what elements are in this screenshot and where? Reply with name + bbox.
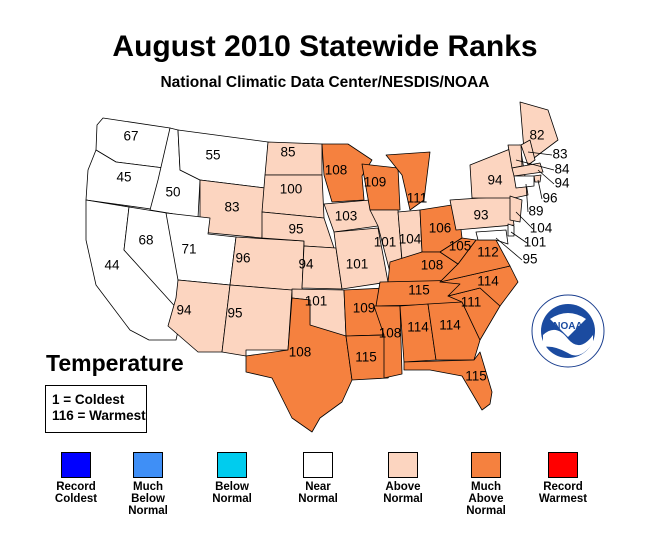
rank-label-ne: 95: [288, 222, 303, 237]
rank-label-sc: 111: [461, 295, 482, 310]
rank-label-ri: 96: [542, 191, 557, 206]
state-mn: [321, 143, 373, 203]
leader-line-ma: [537, 169, 555, 185]
rank-label-az: 94: [176, 303, 192, 318]
legend-label: Much Above Normal: [466, 481, 506, 517]
rank-label-pa: 93: [473, 208, 488, 223]
rank-label-co: 96: [235, 251, 250, 266]
rank-label-ny: 94: [487, 173, 503, 188]
leader-line-ct: [525, 183, 529, 213]
rank-label-ms: 108: [379, 326, 402, 341]
rank-label-nd: 85: [280, 145, 295, 160]
rank-label-wi: 109: [364, 175, 387, 190]
rank-label-ky: 108: [421, 258, 444, 273]
rank-label-mn: 108: [325, 163, 348, 178]
state-wv: [439, 237, 477, 265]
rank-label-ga: 114: [439, 318, 461, 333]
rank-label-wv: 105: [449, 239, 472, 254]
state-mo: [333, 227, 389, 290]
rank-label-mt: 55: [205, 148, 220, 163]
rank-key-warmest: 116 = Warmest: [52, 408, 146, 423]
rank-label-or: 45: [116, 170, 131, 185]
legend-label: Below Normal: [212, 481, 252, 505]
rank-label-oh: 106: [429, 221, 452, 236]
rank-label-tn: 115: [408, 283, 430, 298]
rank-label-ok: 101: [305, 294, 328, 309]
legend-label: Near Normal: [298, 481, 338, 505]
leader-line-md: [495, 237, 523, 261]
rank-label-vt: 84: [554, 162, 570, 177]
rank-label-fl: 115: [465, 369, 487, 384]
rank-label-me: 82: [529, 128, 544, 143]
leader-line-nh: [527, 151, 553, 156]
rank-label-ut: 71: [181, 242, 196, 257]
legend-swatch: [303, 452, 333, 478]
legend-swatch: [133, 452, 163, 478]
legend-title: Temperature: [46, 350, 184, 376]
state-ga: [427, 301, 481, 361]
state-nh: [520, 139, 536, 166]
legend-swatch: [548, 452, 578, 478]
legend-label: Above Normal: [383, 481, 423, 505]
rank-label-wy: 83: [224, 200, 239, 215]
legend-label: Record Coldest: [54, 481, 98, 505]
legend-swatch: [388, 452, 418, 478]
rank-label-wa: 67: [123, 129, 138, 144]
state-fl: [403, 351, 493, 411]
rank-label-ma: 94: [554, 176, 570, 191]
rank-label-ar: 109: [353, 301, 376, 316]
rank-label-mi: 111: [407, 191, 428, 206]
leader-line-ri: [537, 179, 543, 200]
legend-swatch: [217, 452, 247, 478]
rank-label-sd: 100: [280, 182, 303, 197]
state-tx: [245, 297, 353, 433]
noaa-logo: NOAA: [531, 294, 605, 368]
state-ri: [533, 174, 542, 183]
state-nc: [439, 265, 519, 307]
legend-label: Record Warmest: [538, 481, 588, 505]
state-nj: [509, 195, 523, 223]
state-md: [475, 229, 509, 245]
legend-swatch: [61, 452, 91, 478]
state-de: [507, 223, 515, 237]
rank-label-id: 50: [165, 185, 180, 200]
rank-label-il: 101: [374, 235, 397, 250]
rank-label-in: 104: [399, 232, 422, 247]
state-mi: [385, 151, 431, 211]
rank-label-al: 114: [407, 320, 429, 335]
rank-label-ct: 89: [528, 204, 543, 219]
rank-label-ia: 103: [335, 209, 358, 224]
map-subtitle: National Climatic Data Center/NESDIS/NOA…: [160, 74, 490, 91]
rank-label-ks: 94: [298, 257, 314, 272]
map-title: August 2010 Statewide Ranks: [112, 30, 538, 63]
rank-key: 1 = Coldest 116 = Warmest: [45, 385, 147, 433]
state-ms: [373, 305, 403, 379]
rank-label-mo: 101: [346, 257, 369, 272]
rank-label-de: 101: [524, 235, 547, 250]
rank-label-nc: 114: [477, 274, 499, 289]
rank-label-nh: 83: [552, 147, 567, 162]
leader-line-de: [510, 231, 528, 244]
state-ma: [511, 162, 544, 177]
rank-label-ca: 44: [104, 258, 120, 273]
rank-label-nj: 104: [530, 221, 553, 236]
leader-line-nj: [515, 211, 534, 230]
legend-label: Much Below Normal: [128, 481, 168, 517]
rank-label-md: 95: [522, 252, 537, 267]
rank-label-va: 112: [477, 245, 499, 260]
rank-label-nv: 68: [138, 233, 153, 248]
state-ct: [513, 175, 535, 189]
rank-label-la: 115: [355, 350, 377, 365]
rank-label-nm: 95: [227, 306, 242, 321]
rank-key-coldest: 1 = Coldest: [52, 392, 125, 407]
noaa-logo-text: NOAA: [553, 321, 582, 332]
rank-label-tx: 108: [289, 345, 312, 360]
legend-swatch: [471, 452, 501, 478]
leader-line-vt: [515, 159, 555, 171]
